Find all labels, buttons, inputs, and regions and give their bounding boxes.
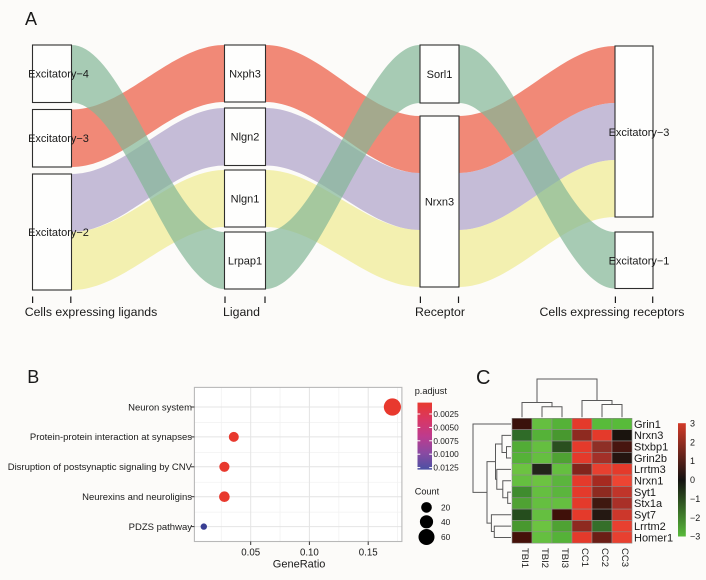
svg-text:TBI1: TBI1 bbox=[519, 548, 530, 568]
svg-text:C: C bbox=[476, 367, 490, 389]
svg-text:Receptor: Receptor bbox=[415, 305, 465, 319]
svg-text:CC3: CC3 bbox=[619, 548, 630, 567]
svg-text:Homer1: Homer1 bbox=[634, 532, 673, 544]
svg-text:Count: Count bbox=[415, 486, 440, 496]
svg-text:Cells expressing receptors: Cells expressing receptors bbox=[540, 305, 685, 319]
svg-text:A: A bbox=[25, 9, 37, 29]
svg-text:Nrxn3: Nrxn3 bbox=[634, 430, 663, 442]
svg-text:2: 2 bbox=[690, 437, 695, 447]
svg-text:40: 40 bbox=[441, 517, 451, 527]
svg-text:Ligand: Ligand bbox=[223, 305, 260, 319]
svg-text:0.10: 0.10 bbox=[300, 547, 319, 558]
svg-text:3: 3 bbox=[690, 418, 695, 428]
svg-text:0.0100: 0.0100 bbox=[433, 449, 459, 459]
svg-text:−1: −1 bbox=[690, 494, 700, 504]
svg-text:Nxph3: Nxph3 bbox=[229, 69, 261, 81]
svg-text:CC1: CC1 bbox=[579, 548, 590, 567]
svg-text:0.15: 0.15 bbox=[359, 547, 378, 558]
svg-text:Excitatory−4: Excitatory−4 bbox=[28, 69, 89, 81]
svg-text:Excitatory−1: Excitatory−1 bbox=[609, 256, 670, 268]
svg-text:Nlgn2: Nlgn2 bbox=[231, 132, 260, 144]
svg-text:0.0125: 0.0125 bbox=[433, 463, 459, 473]
svg-text:0.0050: 0.0050 bbox=[433, 422, 459, 432]
svg-text:PDZS pathway: PDZS pathway bbox=[129, 522, 193, 533]
svg-text:0.0025: 0.0025 bbox=[433, 409, 459, 419]
svg-text:Syt1: Syt1 bbox=[634, 487, 656, 499]
svg-text:Disruption of postsynaptic sig: Disruption of postsynaptic signaling by … bbox=[8, 462, 193, 473]
svg-text:Stx1a: Stx1a bbox=[634, 498, 663, 510]
svg-text:0.05: 0.05 bbox=[241, 547, 260, 558]
svg-text:0.0075: 0.0075 bbox=[433, 436, 459, 446]
svg-text:Neuron system: Neuron system bbox=[128, 402, 192, 413]
svg-text:p.adjust: p.adjust bbox=[415, 386, 448, 396]
svg-text:Nlgn1: Nlgn1 bbox=[231, 194, 260, 206]
svg-text:1: 1 bbox=[690, 456, 695, 466]
svg-text:0: 0 bbox=[690, 475, 695, 485]
svg-text:GeneRatio: GeneRatio bbox=[273, 558, 326, 570]
svg-text:B: B bbox=[27, 367, 39, 387]
svg-text:60: 60 bbox=[441, 532, 451, 542]
svg-text:Syt7: Syt7 bbox=[634, 510, 656, 522]
svg-text:−3: −3 bbox=[690, 532, 700, 542]
svg-text:20: 20 bbox=[441, 502, 451, 512]
svg-text:Lrpap1: Lrpap1 bbox=[228, 256, 262, 268]
svg-text:Sorl1: Sorl1 bbox=[427, 69, 453, 81]
svg-text:Neurexins and neuroligins: Neurexins and neuroligins bbox=[82, 492, 192, 503]
svg-text:Grin1: Grin1 bbox=[634, 419, 661, 431]
svg-text:Protein-protein interaction at: Protein-protein interaction at synapses bbox=[30, 432, 192, 443]
svg-text:Nrxn1: Nrxn1 bbox=[634, 476, 663, 488]
svg-text:−2: −2 bbox=[690, 513, 700, 523]
svg-text:Lrrtm2: Lrrtm2 bbox=[634, 521, 666, 533]
svg-text:Excitatory−2: Excitatory−2 bbox=[28, 227, 89, 239]
svg-text:Excitatory−3: Excitatory−3 bbox=[609, 127, 670, 139]
svg-text:TBI3: TBI3 bbox=[559, 548, 570, 568]
svg-text:TBI2: TBI2 bbox=[539, 548, 550, 568]
svg-text:Excitatory−3: Excitatory−3 bbox=[28, 133, 89, 145]
svg-text:Lrrtm3: Lrrtm3 bbox=[634, 464, 666, 476]
svg-text:Nrxn3: Nrxn3 bbox=[425, 197, 454, 209]
svg-text:Grin2b: Grin2b bbox=[634, 453, 667, 465]
svg-text:CC2: CC2 bbox=[599, 548, 610, 567]
svg-text:Cells expressing ligands: Cells expressing ligands bbox=[25, 305, 158, 319]
svg-text:Stxbp1: Stxbp1 bbox=[634, 441, 668, 453]
